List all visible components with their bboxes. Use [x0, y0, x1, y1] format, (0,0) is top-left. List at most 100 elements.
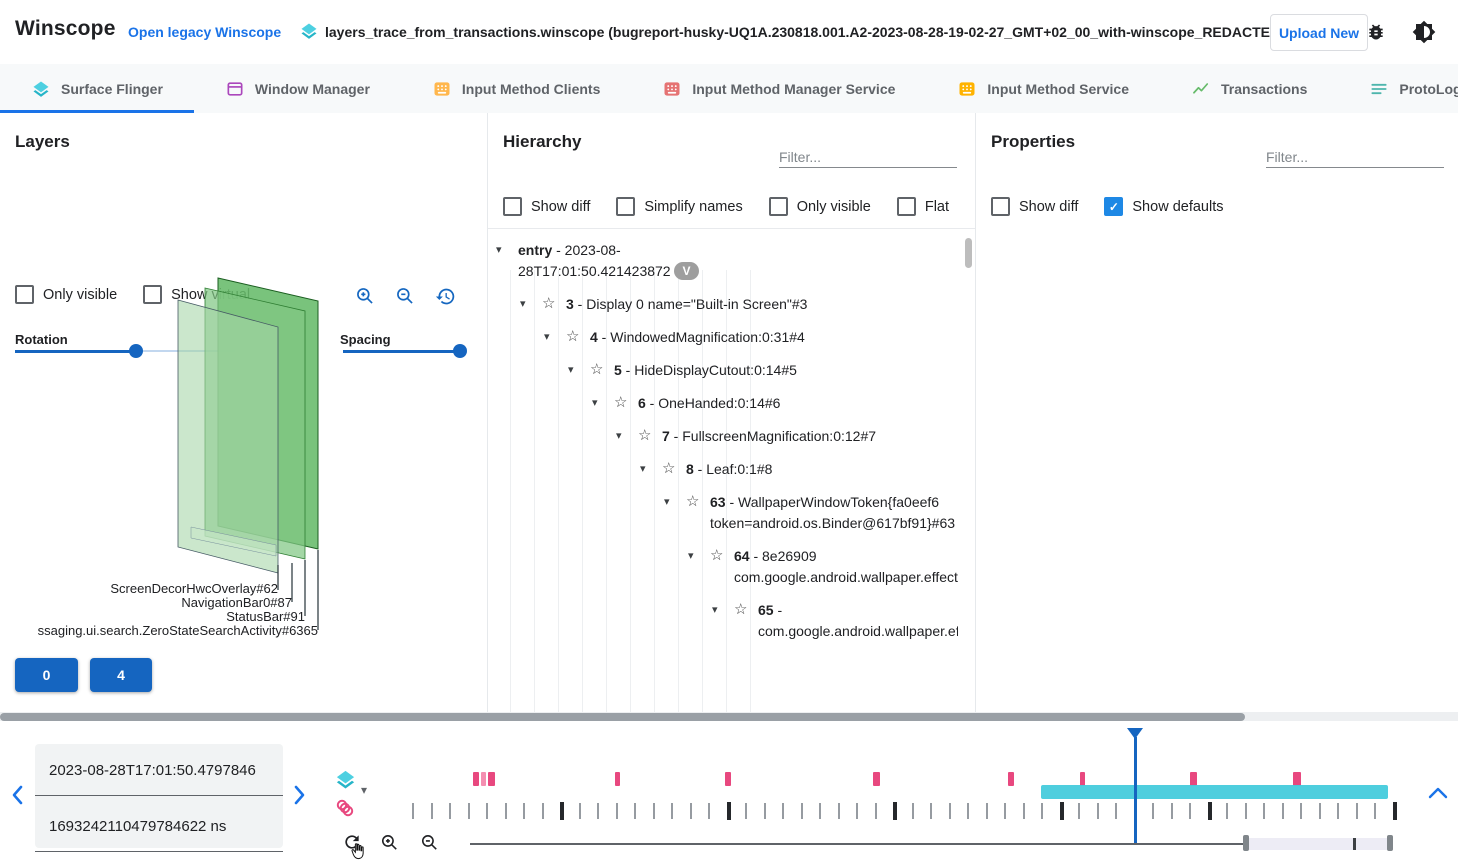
sf-frame-tick[interactable] — [671, 803, 673, 819]
rotation-slider-thumb[interactable] — [129, 344, 143, 358]
sf-frame-tick[interactable] — [449, 803, 451, 819]
hierarchy-scrollbar[interactable] — [965, 238, 972, 268]
sf-frame-tick[interactable] — [1152, 803, 1154, 819]
pin-star-icon[interactable]: ☆ — [614, 394, 628, 411]
sf-frame-tick[interactable] — [468, 803, 470, 819]
hierarchy-filter-input[interactable] — [779, 147, 957, 168]
sf-frame-tick[interactable] — [949, 803, 951, 819]
next-entry-chevron-icon[interactable] — [291, 784, 307, 806]
sf-frame-tick[interactable] — [505, 803, 507, 819]
sf-frame-tick[interactable] — [1282, 803, 1284, 819]
sf-frame-tick[interactable] — [1115, 803, 1117, 819]
pin-star-icon[interactable]: ☆ — [566, 328, 580, 345]
expand-arrow-icon[interactable]: ▾ — [496, 244, 502, 256]
sf-frame-tick[interactable] — [727, 802, 731, 820]
sf-frame-tick[interactable] — [1023, 803, 1025, 819]
sf-frame-tick[interactable] — [1374, 803, 1376, 819]
checkbox-box[interactable] — [896, 197, 916, 216]
sf-frame-tick[interactable] — [1171, 803, 1173, 819]
sf-frame-tick[interactable] — [486, 803, 488, 819]
layers-checkbox-show-virtual[interactable]: Show virtual — [143, 285, 250, 304]
sf-frame-tick[interactable] — [653, 803, 655, 819]
transition-marker[interactable] — [1080, 772, 1085, 786]
sf-frame-tick[interactable] — [690, 803, 692, 819]
pin-star-icon[interactable]: ☆ — [638, 427, 652, 444]
zoom-out-icon[interactable] — [395, 286, 415, 307]
sf-frame-tick[interactable] — [893, 802, 897, 820]
checkbox-box[interactable] — [616, 197, 636, 216]
sf-frame-tick[interactable] — [745, 803, 747, 819]
expand-arrow-icon[interactable]: ▾ — [640, 463, 646, 475]
sf-frame-tick[interactable] — [1300, 803, 1302, 819]
sf-frame-tick[interactable] — [1245, 803, 1247, 819]
tree-node-6[interactable]: ▾ ☆ 6 - OneHanded:0:14#6 — [592, 387, 958, 420]
tree-node-5[interactable]: ▾ ☆ 5 - HideDisplayCutout:0:14#5 — [568, 354, 958, 387]
tree-node-65[interactable]: ▾ ☆ 65 - com.google.android.wallpaper.effe… — [712, 594, 958, 648]
transition-marker[interactable] — [1293, 772, 1301, 786]
expand-arrow-icon[interactable]: ▾ — [688, 550, 694, 562]
sf-frame-tick[interactable] — [579, 803, 581, 819]
sf-frame-tick[interactable] — [1226, 803, 1228, 819]
tree-node-8[interactable]: ▾ ☆ 8 - Leaf:0:1#8 — [640, 453, 958, 486]
range-slider-window[interactable] — [1249, 838, 1390, 850]
transition-marker[interactable] — [1190, 772, 1197, 786]
display-button-0[interactable]: 0 — [15, 658, 78, 692]
display-button-4[interactable]: 4 — [90, 658, 152, 692]
expand-arrow-icon[interactable]: ▾ — [544, 331, 550, 343]
sf-frame-tick[interactable] — [1078, 803, 1080, 819]
reset-view-history-icon[interactable] — [435, 286, 456, 307]
sf-frame-tick[interactable] — [782, 803, 784, 819]
range-slider-handle-right[interactable] — [1387, 835, 1393, 851]
sf-frame-tick[interactable] — [1356, 803, 1358, 819]
sf-frame-tick[interactable] — [1041, 803, 1043, 819]
expand-arrow-icon[interactable]: ▾ — [568, 364, 574, 376]
layers-checkbox-only-visible[interactable]: Only visible — [15, 285, 117, 304]
sf-frame-tick[interactable] — [634, 803, 636, 819]
sf-frame-tick[interactable] — [764, 803, 766, 819]
tab-input-method-manager-service[interactable]: Input Method Manager Service — [631, 64, 926, 113]
timeline-zoom-in-icon[interactable] — [380, 833, 399, 852]
expand-arrow-icon[interactable]: ▾ — [616, 430, 622, 442]
properties-filter-input[interactable] — [1266, 147, 1444, 168]
hierarchy-checkbox-only-visible[interactable]: Only visible — [768, 197, 871, 216]
sf-frame-tick[interactable] — [967, 803, 969, 819]
upload-new-button[interactable]: Upload New — [1270, 14, 1368, 51]
expand-timeline-chevron-icon[interactable] — [1428, 786, 1448, 800]
trace-selector-caret-icon[interactable]: ▾ — [361, 783, 368, 797]
transition-marker[interactable] — [615, 772, 620, 786]
tree-node-4[interactable]: ▾ ☆ 4 - WindowedMagnification:0:31#4 — [544, 321, 958, 354]
pin-star-icon[interactable]: ☆ — [734, 601, 748, 618]
pin-star-icon[interactable]: ☆ — [710, 547, 724, 564]
checkbox-box[interactable] — [503, 197, 522, 216]
surfaceflinger-trace-icon[interactable] — [334, 768, 357, 791]
tree-node-entry[interactable]: ▾ entry - 2023-08-28T17:01:50.421423872 V — [496, 234, 958, 288]
timeline-cursor-line[interactable] — [1133, 737, 1137, 845]
sf-frame-tick[interactable] — [1263, 803, 1265, 819]
open-legacy-winscope-link[interactable]: Open legacy Winscope — [128, 24, 282, 40]
pin-star-icon[interactable]: ☆ — [542, 295, 556, 312]
pin-star-icon[interactable]: ☆ — [686, 493, 700, 510]
tree-node-3[interactable]: ▾ ☆ 3 - Display 0 name="Built-in Screen"#3 — [520, 288, 958, 321]
sf-frame-tick[interactable] — [412, 803, 414, 819]
tab-window-manager[interactable]: Window Manager — [194, 64, 401, 113]
tab-surface-flinger[interactable]: Surface Flinger — [0, 64, 194, 113]
tab-input-method-service[interactable]: Input Method Service — [926, 64, 1160, 113]
sf-frame-tick[interactable] — [1189, 803, 1191, 819]
rotation-slider[interactable] — [15, 344, 235, 358]
spacing-slider[interactable] — [343, 344, 468, 358]
sf-frame-tick[interactable] — [875, 803, 877, 819]
timeline-zoom-out-icon[interactable] — [420, 833, 439, 852]
ns-time-field[interactable]: 1693242110479784622 ns — [35, 804, 283, 852]
sf-frame-tick[interactable] — [616, 803, 618, 819]
expand-arrow-icon[interactable]: ▾ — [592, 397, 598, 409]
transition-marker[interactable] — [488, 772, 495, 786]
zoom-in-icon[interactable] — [355, 286, 375, 307]
expand-arrow-icon[interactable]: ▾ — [664, 496, 670, 508]
pin-star-icon[interactable]: ☆ — [662, 460, 676, 477]
timeline-scrollbar-thumb[interactable] — [0, 712, 1245, 721]
range-slider-handle-left[interactable] — [1243, 835, 1249, 851]
sf-frame-tick[interactable] — [801, 803, 803, 819]
dark-mode-toggle-icon[interactable] — [1412, 20, 1436, 44]
sf-frame-tick[interactable] — [1060, 802, 1064, 820]
sf-frame-tick[interactable] — [1393, 802, 1397, 820]
